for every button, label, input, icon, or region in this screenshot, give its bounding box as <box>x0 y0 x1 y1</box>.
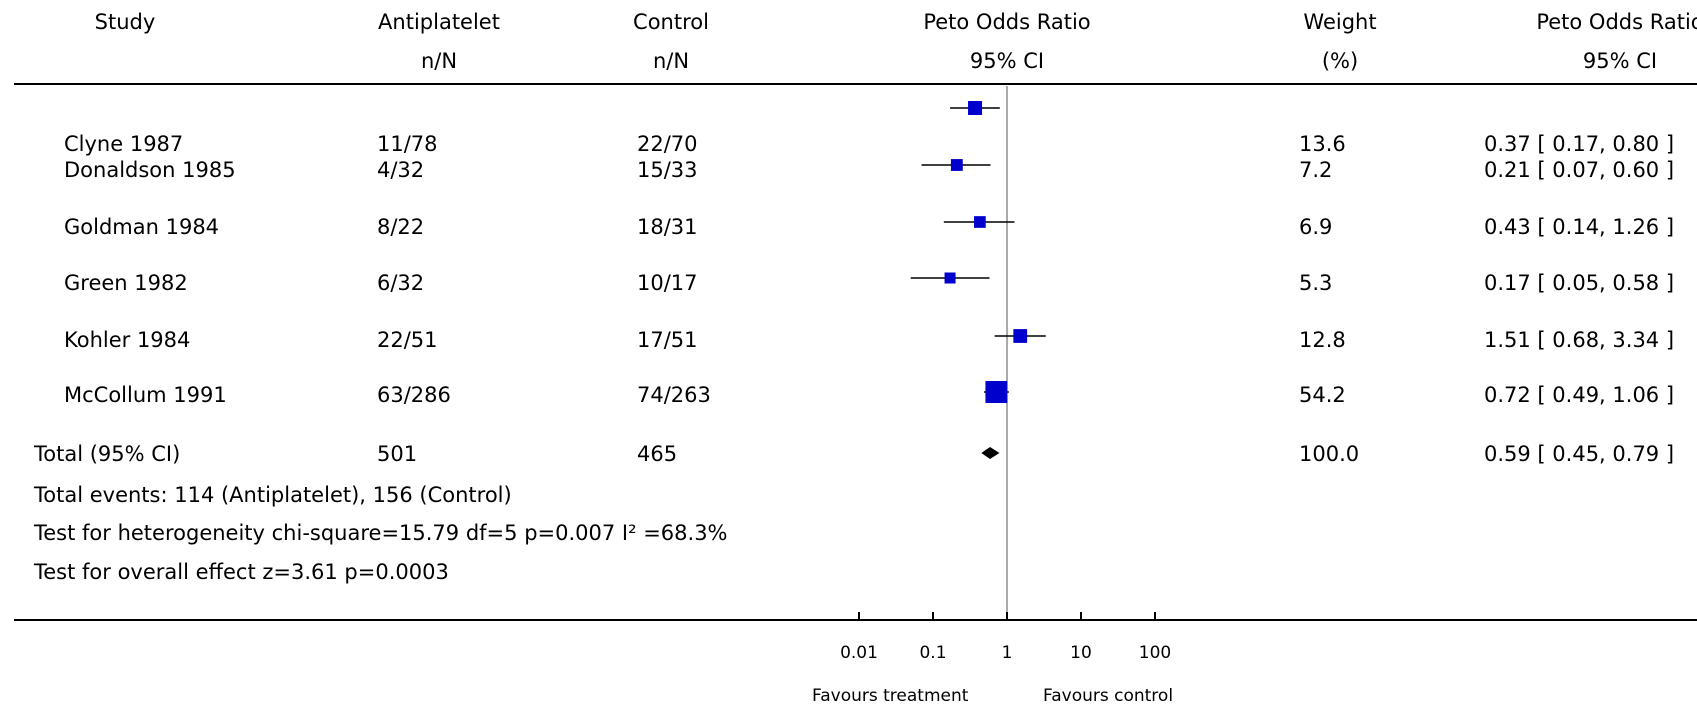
study-name: McCollum 1991 <box>64 383 227 407</box>
overall-effect-note: Test for overall effect z=3.61 p=0.0003 <box>34 560 449 584</box>
study-marker <box>950 159 963 171</box>
study-marker <box>985 381 1008 403</box>
or-ci-text: 0.37 [ 0.17, 0.80 ] <box>1484 132 1675 156</box>
weight-value: 7.2 <box>1299 158 1333 182</box>
control-count: 10/17 <box>637 271 698 295</box>
weight-value: 5.3 <box>1299 271 1333 295</box>
study-marker <box>968 100 983 116</box>
antiplatelet-count: 8/22 <box>377 215 425 239</box>
control-count: 15/33 <box>637 158 698 182</box>
control-count: 22/70 <box>637 132 698 156</box>
control-count: 74/263 <box>637 383 711 407</box>
header-weight: Weight <box>1303 10 1377 34</box>
or-ci-text: 0.72 [ 0.49, 1.06 ] <box>1484 383 1675 407</box>
antiplatelet-count: 11/78 <box>377 132 438 156</box>
weight-value: 12.8 <box>1299 328 1346 352</box>
header-control-sub: n/N <box>652 49 690 73</box>
study-name: Kohler 1984 <box>64 328 191 352</box>
antiplatelet-count: 4/32 <box>377 158 425 182</box>
header-or: Peto Odds Ratio <box>1536 10 1697 34</box>
pooled-diamond <box>981 447 1000 459</box>
study-name: Goldman 1984 <box>64 215 220 239</box>
axis-tick-label: 100 <box>1139 643 1171 663</box>
header-plot-sub: 95% CI <box>969 49 1045 73</box>
study-marker <box>1013 329 1028 343</box>
heterogeneity-note: Test for heterogeneity chi-square=15.79 … <box>34 521 728 545</box>
axis-tick-label: 0.1 <box>919 643 946 663</box>
total-label: Total (95% CI) <box>34 442 181 466</box>
study-name: Green 1982 <box>64 271 188 295</box>
total-antiplatelet: 501 <box>377 442 418 466</box>
header-rule <box>14 83 1697 85</box>
total-control: 465 <box>637 442 678 466</box>
weight-value: 6.9 <box>1299 215 1333 239</box>
total-ci-text: 0.59 [ 0.45, 0.79 ] <box>1484 442 1675 466</box>
antiplatelet-count: 63/286 <box>377 383 451 407</box>
axis-tick-label: 1 <box>1002 643 1013 663</box>
weight-value: 13.6 <box>1299 132 1346 156</box>
study-name: Donaldson 1985 <box>64 158 236 182</box>
header-or-sub: 95% CI <box>1582 49 1658 73</box>
favours-control-label: Favours control <box>1043 686 1174 706</box>
total-weight: 100.0 <box>1299 442 1360 466</box>
weight-value: 54.2 <box>1299 383 1346 407</box>
or-ci-text: 0.43 [ 0.14, 1.26 ] <box>1484 215 1675 239</box>
header-study: Study <box>94 10 156 34</box>
header-control: Control <box>633 10 709 34</box>
total-events-note: Total events: 114 (Antiplatelet), 156 (C… <box>34 483 512 507</box>
or-ci-text: 1.51 [ 0.68, 3.34 ] <box>1484 328 1675 352</box>
or-ci-text: 0.21 [ 0.07, 0.60 ] <box>1484 158 1675 182</box>
header-antiplatelet: Antiplatelet <box>378 10 500 34</box>
header-weight-sub: (%) <box>1321 49 1359 73</box>
study-name: Clyne 1987 <box>64 132 184 156</box>
study-marker <box>974 216 986 228</box>
control-count: 17/51 <box>637 328 698 352</box>
header-plot: Peto Odds Ratio <box>923 10 1091 34</box>
favours-treatment-label: Favours treatment <box>812 686 969 706</box>
header-antiplatelet-sub: n/N <box>420 49 458 73</box>
axis-tick-label: 0.01 <box>840 643 878 663</box>
antiplatelet-count: 6/32 <box>377 271 425 295</box>
control-count: 18/31 <box>637 215 698 239</box>
axis-tick-label: 10 <box>1070 643 1092 663</box>
or-ci-text: 0.17 [ 0.05, 0.58 ] <box>1484 271 1675 295</box>
antiplatelet-count: 22/51 <box>377 328 438 352</box>
study-marker <box>944 272 956 284</box>
bottom-rule <box>14 619 1697 621</box>
